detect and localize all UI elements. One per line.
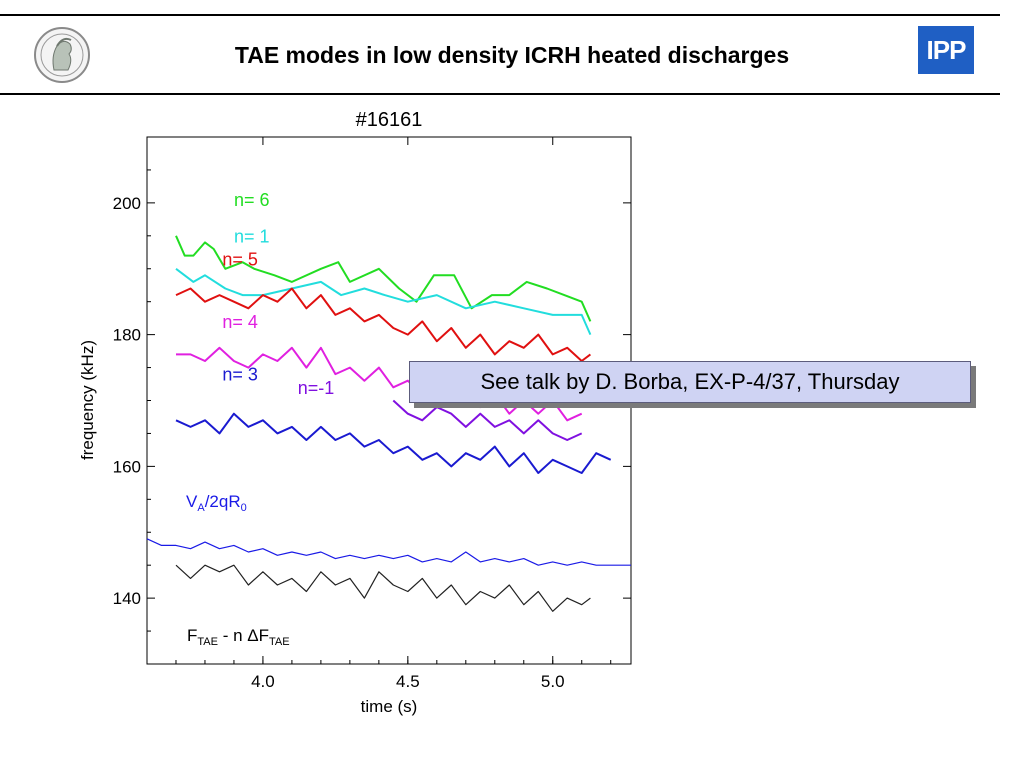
slide-title: TAE modes in low density ICRH heated dis… <box>234 42 790 68</box>
series-line-7 <box>175 564 591 612</box>
x-tick-label: 5.0 <box>541 672 565 691</box>
x-tick-label: 4.0 <box>251 672 275 691</box>
va-2qr0-label: VA/2qR0 <box>186 492 247 514</box>
y-tick-label: 140 <box>113 589 141 608</box>
series-line-5 <box>392 399 583 441</box>
ftae-label: FTAE - n ΔFTAE <box>187 626 290 648</box>
series-line-6 <box>146 538 631 566</box>
series-label: n= 5 <box>222 249 258 269</box>
y-tick-label: 180 <box>113 326 141 345</box>
series-label: n= 1 <box>234 226 270 246</box>
series-label: n= 3 <box>222 365 258 385</box>
y-tick-label: 200 <box>113 194 141 213</box>
talk-reference-callout: See talk by D. Borba, EX-P-4/37, Thursda… <box>409 361 971 403</box>
y-axis-label: frequency (kHz) <box>78 340 97 460</box>
series-line-2 <box>175 287 592 362</box>
series-line-3 <box>176 346 583 422</box>
y-tick-label: 160 <box>113 457 141 476</box>
chart-title: #16161 <box>356 109 423 131</box>
series-line-0 <box>175 235 592 322</box>
ipp-logo: IPP <box>918 26 974 74</box>
series-label: n=-1 <box>298 378 335 398</box>
x-axis-label: time (s) <box>361 697 418 716</box>
series-label: n= 4 <box>222 312 258 332</box>
series-line-4 <box>175 412 612 474</box>
minerva-seal-icon <box>33 26 91 84</box>
series-line-1 <box>175 268 592 336</box>
header-top-rule <box>0 14 1000 16</box>
x-tick-label: 4.5 <box>396 672 420 691</box>
series-label: n= 6 <box>234 190 270 210</box>
header-bottom-rule <box>0 93 1000 95</box>
